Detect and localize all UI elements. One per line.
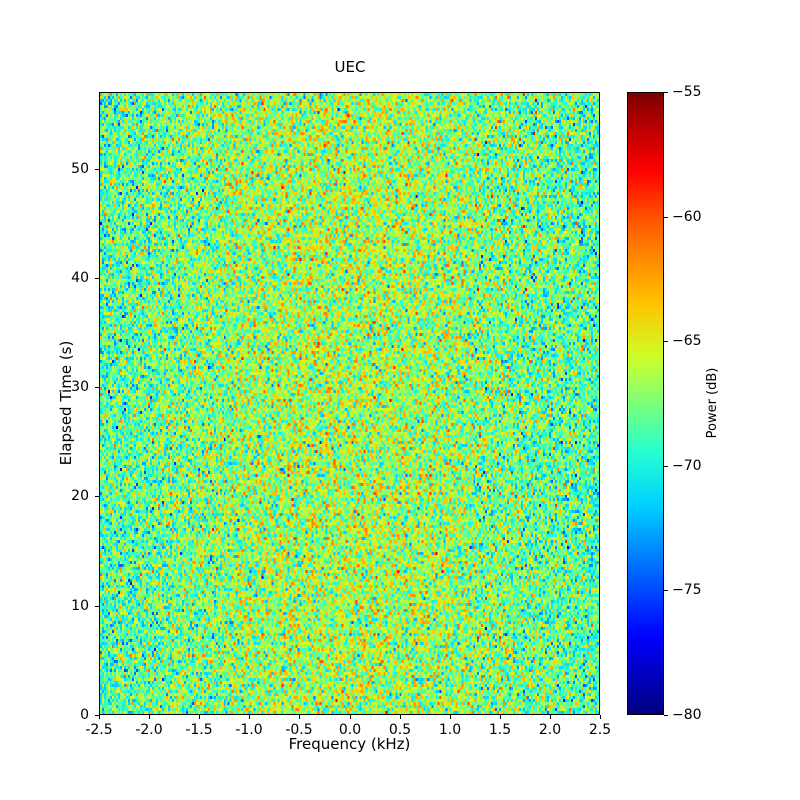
x-tick-mark <box>400 715 401 719</box>
x-tick-label: -2.5 <box>85 722 113 738</box>
y-tick-mark <box>95 278 99 279</box>
colorbar <box>627 92 664 715</box>
x-tick-label: -2.0 <box>135 722 163 738</box>
x-tick-label: 0.0 <box>338 722 362 738</box>
colorbar-tick-mark <box>664 466 668 467</box>
x-tick-label: 1.0 <box>438 722 462 738</box>
y-tick-label: 0 <box>80 707 89 723</box>
x-tick-label: -1.5 <box>185 722 213 738</box>
y-tick-mark <box>95 169 99 170</box>
y-tick-mark <box>95 606 99 607</box>
x-tick-mark <box>550 715 551 719</box>
x-axis-label: Frequency (kHz) <box>288 735 411 753</box>
x-tick-mark <box>299 715 300 719</box>
colorbar-tick-mark <box>664 341 668 342</box>
y-tick-mark <box>95 715 99 716</box>
x-tick-mark <box>199 715 200 719</box>
colorbar-label: Power (dB) <box>705 367 720 439</box>
y-tick-mark <box>95 387 99 388</box>
y-tick-label: 50 <box>71 161 89 177</box>
x-tick-mark <box>350 715 351 719</box>
y-tick-label: 40 <box>71 270 89 286</box>
x-tick-mark <box>99 715 100 719</box>
x-tick-mark <box>149 715 150 719</box>
colorbar-tick-mark <box>664 92 668 93</box>
colorbar-gradient <box>628 93 663 714</box>
colorbar-tick-label: −75 <box>672 582 702 598</box>
colorbar-tick-label: −70 <box>672 458 702 474</box>
x-tick-mark <box>600 715 601 719</box>
x-tick-mark <box>450 715 451 719</box>
x-tick-mark <box>249 715 250 719</box>
y-tick-label: 10 <box>71 598 89 614</box>
x-tick-label: -1.0 <box>235 722 263 738</box>
colorbar-tick-mark <box>664 715 668 716</box>
x-tick-label: 2.5 <box>588 722 612 738</box>
colorbar-tick-mark <box>664 590 668 591</box>
x-tick-label: 0.5 <box>388 722 412 738</box>
y-axis-label: Elapsed Time (s) <box>57 340 75 466</box>
y-tick-label: 20 <box>71 488 89 504</box>
colorbar-tick-label: −60 <box>672 209 702 225</box>
y-tick-mark <box>95 496 99 497</box>
title-line-station: UEC <box>334 58 366 76</box>
y-tick-label: 30 <box>71 379 89 395</box>
colorbar-tick-label: −55 <box>672 84 702 100</box>
colorbar-tick-label: −65 <box>672 333 702 349</box>
x-tick-label: 2.0 <box>538 722 562 738</box>
x-tick-label: 1.5 <box>488 722 512 738</box>
x-tick-mark <box>500 715 501 719</box>
x-tick-label: -0.5 <box>285 722 313 738</box>
spectrogram-image <box>100 93 599 714</box>
colorbar-tick-mark <box>664 217 668 218</box>
colorbar-tick-label: −80 <box>672 707 702 723</box>
spectrogram-plot-area <box>99 92 600 715</box>
